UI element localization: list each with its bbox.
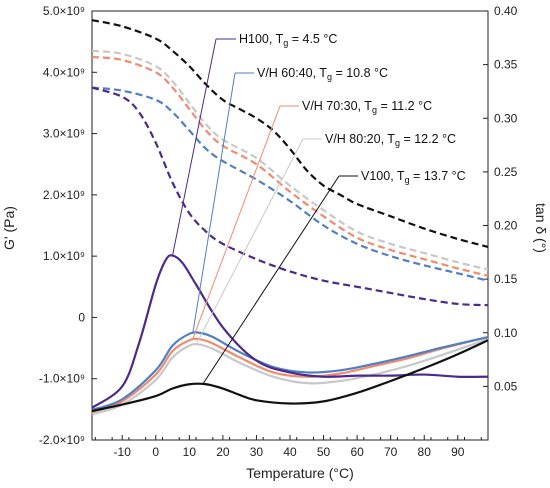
y-right-tick-label: 0.30 — [494, 111, 518, 125]
y-left-tick-label: 1.0×10⁹ — [43, 249, 85, 263]
storage-modulus-line-v-h-60-40 — [91, 86, 489, 282]
x-axis-title: Temperature (°C) — [246, 465, 354, 481]
y-left-tick-label: 5.0×10⁹ — [43, 4, 85, 18]
storage-modulus-line-h100 — [91, 86, 489, 307]
x-tick-label: 70 — [384, 445, 398, 459]
y-right-tick-label: 0.35 — [494, 58, 518, 72]
x-tick-label: 0 — [152, 445, 159, 459]
y-left-tick-label: -1.0×10⁹ — [39, 372, 85, 386]
annotation-leader-v100 — [202, 175, 340, 385]
y-left-tick-label: 2.0×10⁹ — [43, 188, 85, 202]
x-tick-label: 30 — [250, 445, 264, 459]
annotation-leader-v-h-70-30 — [192, 105, 281, 340]
y-right-tick-label: 0.25 — [494, 165, 518, 179]
annotation-label-v100: V100, Tg = 13.7 °C — [361, 169, 466, 185]
tan-delta-line-v-h-60-40 — [91, 331, 489, 412]
storage-modulus-line-v-h-80-20 — [91, 49, 489, 271]
x-tick-label: 90 — [451, 445, 465, 459]
x-tick-label: -10 — [114, 445, 132, 459]
x-tick-label: 20 — [216, 445, 230, 459]
y-right-tick-label: 0.05 — [494, 379, 518, 393]
tan-delta-line-v100 — [91, 339, 489, 413]
series-h100 — [91, 86, 489, 409]
annotation-label-h100: H100, Tg = 4.5 °C — [239, 32, 337, 48]
storage-modulus-line-v-h-70-30 — [91, 55, 489, 277]
annotation-label-v-h-60-40: V/H 60:40, Tg = 10.8 °C — [257, 66, 388, 82]
tan-delta-line-v-h-80-20 — [91, 338, 489, 416]
y-right-tick-label: 0.10 — [494, 326, 518, 340]
storage-modulus-line-v100 — [91, 19, 489, 249]
y-left-tick-label: 4.0×10⁹ — [43, 65, 85, 79]
x-tick-label: 60 — [350, 445, 364, 459]
series-v100 — [91, 19, 489, 413]
y-left-tick-label: 0 — [78, 310, 85, 324]
annotation-label-v-h-80-20: V/H 80:20, Tg = 12.2 °C — [325, 132, 456, 148]
series-v-h-60-40 — [91, 86, 489, 412]
y-left-tick-label: 3.0×10⁹ — [43, 127, 85, 141]
y-right-axis-title: tan δ (°) — [533, 203, 549, 253]
y-left-tick-label: -2.0×10⁹ — [39, 433, 85, 447]
annotation-leader-h100 — [172, 38, 217, 256]
x-tick-label: 50 — [317, 445, 331, 459]
annotation-leader-v-h-60-40 — [192, 72, 236, 334]
tan-delta-line-v-h-70-30 — [91, 335, 489, 414]
series-v-h-70-30 — [91, 55, 489, 414]
x-tick-label: 80 — [418, 445, 432, 459]
y-left-axis-title: G' (Pa) — [1, 206, 17, 250]
y-right-tick-label: 0.40 — [494, 4, 518, 18]
series-v-h-80-20 — [91, 49, 489, 416]
y-right-tick-label: 0.20 — [494, 219, 518, 233]
x-tick-label: 10 — [183, 445, 197, 459]
tan-delta-line-h100 — [91, 254, 489, 409]
x-tick-label: 40 — [283, 445, 297, 459]
y-right-tick-label: 0.15 — [494, 272, 518, 286]
annotation-label-v-h-70-30: V/H 70:30, Tg = 11.2 °C — [302, 99, 432, 115]
annotation-leader-v-h-80-20 — [195, 138, 304, 345]
